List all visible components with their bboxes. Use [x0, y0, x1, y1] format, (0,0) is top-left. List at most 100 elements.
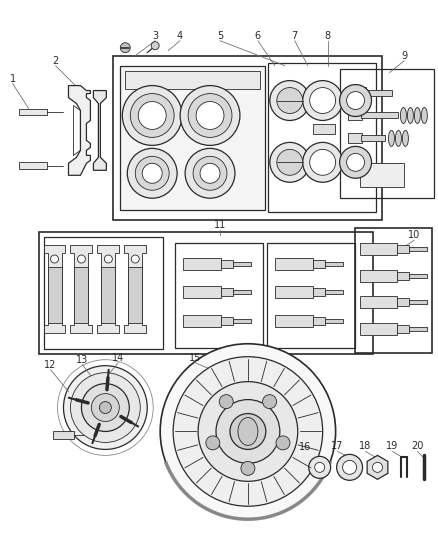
Bar: [313, 288, 325, 296]
Bar: [360, 163, 404, 187]
Bar: [233, 262, 251, 266]
Bar: [313, 260, 325, 268]
Bar: [233, 319, 251, 323]
Circle shape: [309, 456, 331, 478]
Bar: [74, 267, 88, 323]
Circle shape: [131, 255, 139, 263]
Circle shape: [74, 91, 85, 101]
Circle shape: [151, 42, 159, 50]
Circle shape: [200, 163, 220, 183]
Text: 16: 16: [299, 442, 311, 453]
Circle shape: [216, 400, 280, 463]
Polygon shape: [367, 455, 388, 479]
Polygon shape: [68, 86, 90, 175]
Bar: [348, 110, 361, 120]
Bar: [410, 300, 427, 304]
Bar: [360, 323, 397, 335]
Circle shape: [241, 462, 255, 475]
Circle shape: [188, 94, 232, 138]
Bar: [175, 243, 263, 348]
Bar: [183, 258, 221, 270]
Bar: [19, 163, 46, 169]
Circle shape: [104, 255, 112, 263]
Text: 17: 17: [332, 441, 344, 451]
Bar: [268, 63, 375, 212]
Bar: [53, 432, 74, 439]
Bar: [43, 237, 163, 349]
Text: 15: 15: [189, 353, 201, 363]
Circle shape: [180, 86, 240, 146]
Bar: [48, 267, 61, 323]
Bar: [397, 272, 410, 280]
Bar: [313, 124, 335, 134]
Ellipse shape: [407, 108, 413, 124]
Bar: [39, 232, 372, 354]
Circle shape: [310, 87, 336, 114]
Text: 19: 19: [386, 441, 399, 451]
Bar: [410, 327, 427, 331]
Circle shape: [343, 461, 357, 474]
Bar: [128, 267, 142, 323]
Circle shape: [120, 43, 130, 53]
Bar: [267, 243, 355, 348]
Bar: [19, 109, 46, 116]
Polygon shape: [43, 245, 66, 333]
Ellipse shape: [238, 417, 258, 446]
Polygon shape: [93, 91, 106, 171]
Circle shape: [206, 436, 220, 450]
Bar: [360, 243, 397, 255]
Circle shape: [99, 401, 111, 414]
Bar: [101, 267, 115, 323]
Circle shape: [78, 255, 85, 263]
Text: 9: 9: [401, 51, 407, 61]
Circle shape: [276, 436, 290, 450]
Circle shape: [277, 87, 303, 114]
Circle shape: [219, 394, 233, 409]
Bar: [355, 228, 432, 353]
Bar: [120, 66, 265, 210]
Text: 2: 2: [53, 55, 59, 66]
Bar: [183, 315, 221, 327]
Polygon shape: [71, 245, 92, 333]
Text: 3: 3: [152, 31, 158, 41]
Ellipse shape: [400, 108, 406, 124]
Bar: [410, 274, 427, 278]
Bar: [275, 286, 313, 298]
Bar: [221, 260, 233, 268]
Bar: [233, 290, 251, 294]
Circle shape: [160, 344, 336, 519]
Circle shape: [74, 160, 85, 171]
Bar: [348, 133, 361, 143]
Text: 4: 4: [177, 31, 183, 41]
Text: 10: 10: [408, 230, 420, 240]
Bar: [313, 317, 325, 325]
Bar: [360, 270, 397, 282]
Ellipse shape: [403, 131, 408, 147]
Text: 7: 7: [292, 31, 298, 41]
Text: 13: 13: [76, 354, 88, 365]
Ellipse shape: [389, 131, 395, 147]
Bar: [364, 90, 392, 95]
Bar: [183, 286, 221, 298]
Circle shape: [314, 462, 325, 472]
Circle shape: [339, 85, 371, 117]
Circle shape: [122, 86, 182, 146]
Circle shape: [277, 149, 303, 175]
Text: 18: 18: [360, 441, 372, 451]
Circle shape: [303, 80, 343, 120]
Text: 6: 6: [255, 31, 261, 41]
Bar: [221, 317, 233, 325]
Text: 12: 12: [44, 360, 57, 370]
Bar: [360, 296, 397, 308]
Circle shape: [71, 373, 140, 442]
Circle shape: [127, 148, 177, 198]
Bar: [397, 298, 410, 306]
Circle shape: [138, 101, 166, 130]
Circle shape: [339, 147, 371, 178]
Circle shape: [130, 94, 174, 138]
Text: 8: 8: [325, 31, 331, 41]
Circle shape: [196, 101, 224, 130]
Circle shape: [193, 156, 227, 190]
Circle shape: [372, 462, 382, 472]
Bar: [348, 86, 366, 99]
